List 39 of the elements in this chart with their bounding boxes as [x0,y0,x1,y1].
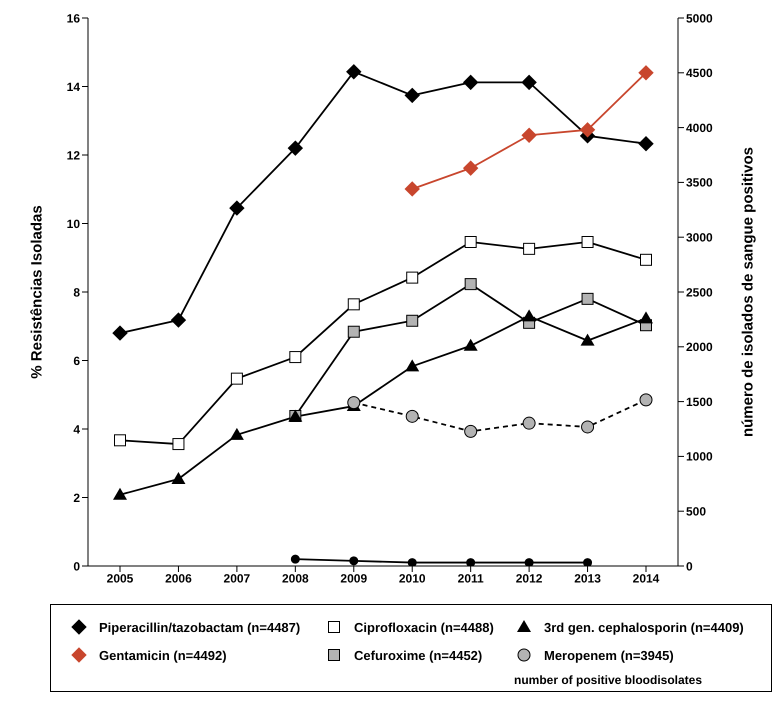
x-tick-label: 2014 [632,572,660,586]
x-tick-label: 2005 [106,572,134,586]
y-tick-label: 0 [73,559,80,574]
y-tick-label: 16 [66,11,80,26]
x-tick-label: 2010 [398,572,426,586]
y2-axis-title: número de isolados de sangue positivos [739,146,756,438]
y-tick-label: 10 [66,216,80,231]
x-tick-label: 2007 [224,572,251,586]
y-tick-label: 12 [66,148,80,162]
y2-tick-label: 0 [686,559,693,574]
text: number of positive bloodisolates [514,672,702,689]
y2-tick-label: 2000 [686,340,714,354]
y-tick-label: 8 [73,285,80,300]
legend-label: Meropenem (n=3945) [544,648,674,662]
y2-tick-label: 4500 [686,66,714,80]
legend-label: 3rd gen. cephalosporin (n=4409) [544,620,744,634]
legend-label: Cefuroxime (n=4452) [354,648,482,662]
x-tick-label: 2012 [516,572,543,586]
x-tick-label: 2009 [340,572,368,586]
x-tick-label: 2013 [574,572,602,586]
legend-label: Gentamicin (n=4492) [99,648,227,662]
y2-tick-label: 3000 [686,230,714,244]
y2-tick-label: 5000 [686,11,714,26]
y-tick-label: 2 [73,490,80,505]
legend-label: Ciprofloxacin (n=4488) [354,620,494,634]
y-axis-title: % Resistências Isoladas [28,205,46,379]
y-tick-label: 6 [73,354,80,368]
y2-tick-label: 3500 [686,176,714,190]
x-tick-label: 2006 [165,572,192,586]
y-tick-label: 4 [73,422,80,436]
x-tick-label: 2008 [282,572,310,586]
y2-tick-label: 2500 [686,285,714,300]
legend-label: Piperacillin/tazobactam (n=4487) [99,620,300,634]
y-tick-label: 14 [66,80,80,94]
y2-tick-label: 1500 [686,394,714,409]
y2-tick-label: 500 [686,504,706,518]
y2-tick-label: 4000 [686,120,714,135]
x-tick-label: 2011 [458,572,484,586]
y2-tick-label: 1000 [686,450,714,464]
